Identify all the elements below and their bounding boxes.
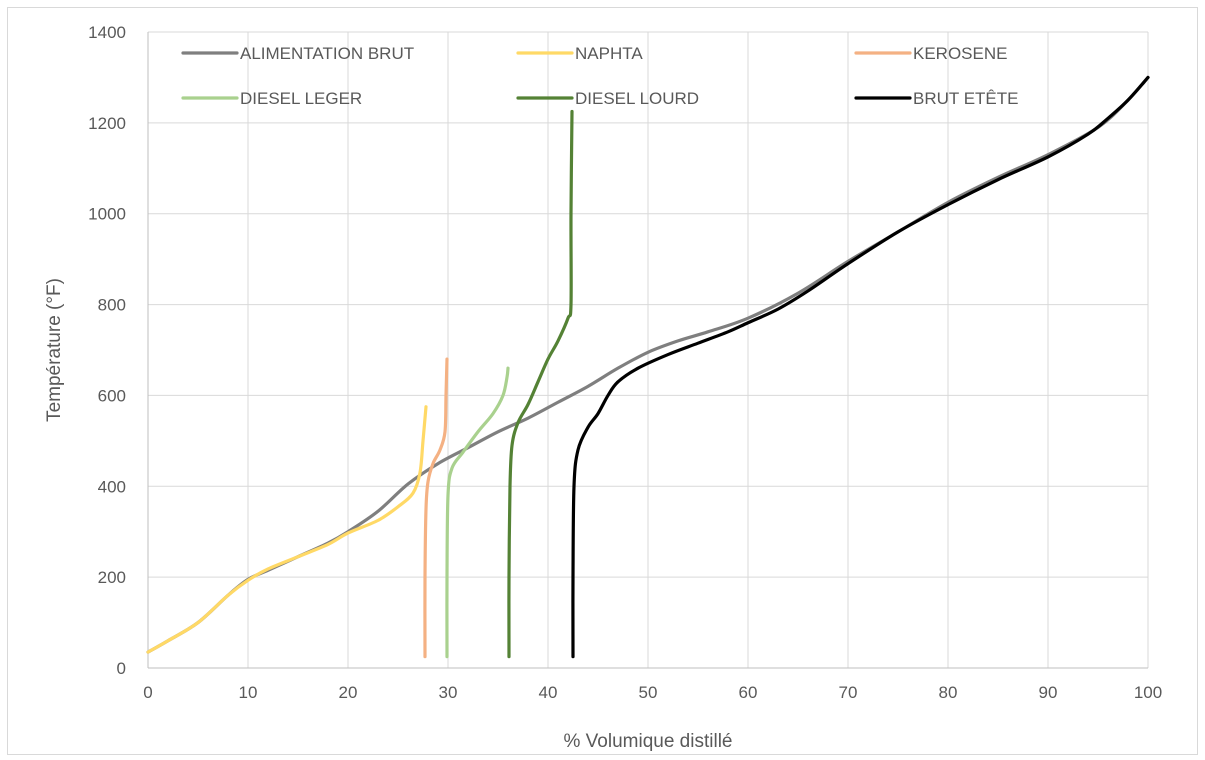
x-tick-label: 30 <box>439 683 458 702</box>
y-tick-label: 1400 <box>88 23 126 42</box>
series-line-diesel-leger <box>445 366 510 659</box>
y-tick-label: 200 <box>98 568 126 587</box>
y-tick-label: 0 <box>117 659 126 678</box>
legend-label-brut-etete: BRUT ETÊTE <box>913 89 1018 108</box>
axis-layer: 0 10 20 30 40 50 60 70 80 90 100020040060080010001… <box>88 23 1162 702</box>
x-tick-label: 50 <box>639 683 658 702</box>
chart-frame <box>7 7 1198 755</box>
y-tick-label: 800 <box>98 296 126 315</box>
series-line-kerosene <box>423 357 449 659</box>
series-line-naphta <box>146 405 428 654</box>
x-tick-label: 10 <box>239 683 258 702</box>
series-line-diesel-lourd <box>507 109 574 659</box>
legend-label-diesel-lourd: DIESEL LOURD <box>575 89 699 108</box>
y-axis-title: Température (°F) <box>44 278 65 422</box>
legend: ALIMENTATION BRUT NAPHTA KEROSENE DIESEL LE… <box>181 44 1018 108</box>
y-tick-label: 600 <box>98 386 126 405</box>
y-tick-label: 1000 <box>88 205 126 224</box>
series-line-brut-etete <box>571 75 1150 659</box>
x-tick-label: 60 <box>739 683 758 702</box>
x-tick-label: 70 <box>839 683 858 702</box>
x-tick-label: 20 <box>339 683 358 702</box>
legend-label-alimentation-brut: ALIMENTATION BRUT <box>240 44 414 63</box>
series-layer <box>146 75 1150 659</box>
y-tick-label: 400 <box>98 477 126 496</box>
x-axis-title: % Volumique distillé <box>564 731 733 752</box>
x-tick-label: 90 <box>1039 683 1058 702</box>
legend-label-naphta: NAPHTA <box>575 44 643 63</box>
legend-label-kerosene: KEROSENE <box>913 44 1007 63</box>
x-tick-label: 40 <box>539 683 558 702</box>
x-tick-label: 80 <box>939 683 958 702</box>
x-tick-label: 100 <box>1134 683 1162 702</box>
legend-label-diesel-leger: DIESEL LEGER <box>240 89 362 108</box>
grid-layer <box>148 31 1149 668</box>
x-tick-label: 0 <box>143 683 152 702</box>
y-tick-label: 1200 <box>88 114 126 133</box>
